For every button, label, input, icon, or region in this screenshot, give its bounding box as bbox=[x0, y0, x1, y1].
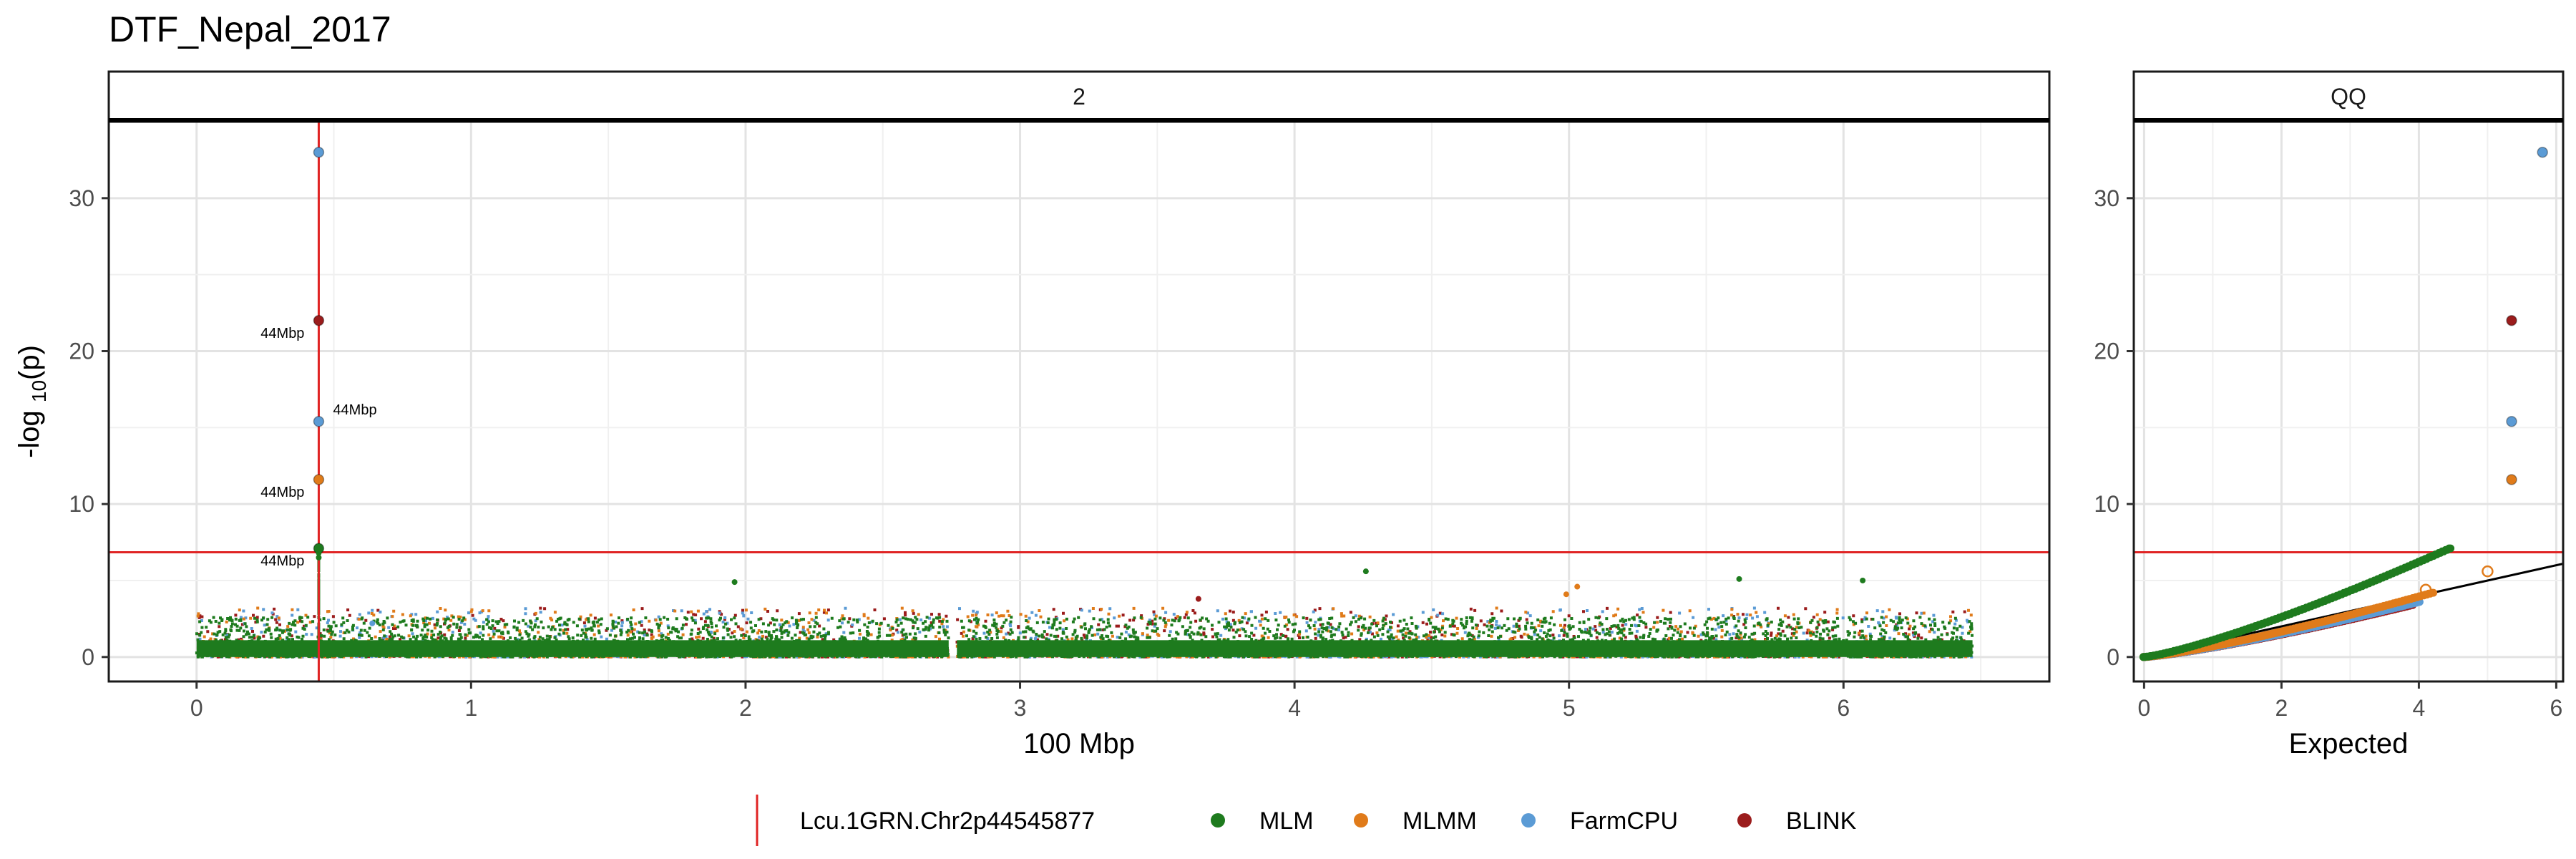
manhattan-peak-points bbox=[313, 146, 1866, 626]
peak-point-mlmm bbox=[1563, 591, 1569, 598]
manhattan-strip-label: 2 bbox=[1073, 84, 1085, 110]
manhattan-x-axis: 0 1 2 3 4 5 6 bbox=[190, 681, 1850, 721]
qq-point-farmcpu bbox=[2506, 416, 2517, 427]
qq-gridlines bbox=[2134, 121, 2563, 681]
qq-strip bbox=[2132, 70, 2565, 123]
manhattan-plot-area bbox=[109, 122, 2049, 681]
peak-point-mlmm bbox=[1574, 583, 1581, 590]
manhattan-background-points bbox=[195, 558, 1974, 659]
x-tick-label: 2 bbox=[739, 695, 752, 721]
manhattan-y-axis: 0 10 20 30 bbox=[69, 185, 109, 670]
qq-curve-mlm bbox=[2139, 544, 2455, 661]
qq-strip-label: QQ bbox=[2331, 84, 2366, 110]
ylabel-part: (p) bbox=[14, 345, 45, 380]
peak-point-mlm bbox=[316, 554, 322, 560]
y-tick-label: 20 bbox=[2094, 338, 2119, 364]
qq-point-farmcpu bbox=[2537, 146, 2548, 158]
peak-point-mlm bbox=[1736, 576, 1742, 582]
ylabel-subscript: 10 bbox=[28, 380, 50, 402]
background-band bbox=[196, 640, 949, 657]
legend-key-blink bbox=[1737, 813, 1752, 828]
qq-point-mlmm bbox=[2482, 565, 2494, 578]
y-tick-label: 0 bbox=[2107, 644, 2119, 670]
peak-label: 44Mbp bbox=[260, 553, 304, 569]
qq-y-axis: 0 10 20 30 bbox=[2094, 185, 2134, 670]
ylabel-part: -log bbox=[14, 402, 45, 458]
x-tick-label: 6 bbox=[1837, 695, 1850, 721]
manhattan-reference-lines bbox=[109, 122, 2049, 681]
peak-point-farmcpu bbox=[369, 620, 376, 626]
x-tick-label: 3 bbox=[1014, 695, 1027, 721]
peak-label: 44Mbp bbox=[260, 485, 304, 500]
qq-observed-curves bbox=[2139, 544, 2455, 661]
legend-key-mlm bbox=[1211, 813, 1225, 828]
manhattan-strip bbox=[107, 70, 2051, 123]
x-tick-label: 1 bbox=[464, 695, 477, 721]
peak-point-farmcpu bbox=[313, 146, 325, 158]
x-tick-label: 0 bbox=[190, 695, 203, 721]
legend-label-blink: BLINK bbox=[1786, 807, 1857, 835]
legend: Lcu.1GRN.Chr2p44545877 MLM MLMM FarmCPU BLI… bbox=[756, 795, 1857, 846]
qq-panel: QQ 0 2 4 6 0 10 20 30 Expected bbox=[2094, 70, 2565, 759]
qq-x-axis: 0 2 4 6 bbox=[2138, 681, 2563, 721]
y-tick-label: 0 bbox=[82, 644, 94, 670]
peak-point-blink bbox=[1195, 596, 1201, 602]
peak-point-farmcpu bbox=[313, 416, 325, 427]
manhattan-peak-labels: 44Mbp 44Mbp 44Mbp 44Mbp bbox=[260, 326, 376, 569]
x-tick-label: 2 bbox=[2275, 695, 2288, 721]
y-tick-label: 30 bbox=[69, 185, 94, 211]
y-tick-label: 30 bbox=[2094, 185, 2119, 211]
peak-point-mlm bbox=[731, 579, 738, 586]
qq-point-blink bbox=[2506, 315, 2517, 326]
qq-point-mlmm bbox=[2506, 474, 2517, 485]
manhattan-panel: 44Mbp 44Mbp 44Mbp 44Mbp 2 0 1 2 3 4 5 6 0 10 20 30 1… bbox=[14, 70, 2051, 759]
manhattan-x-axis-title: 100 Mbp bbox=[1023, 728, 1135, 759]
peak-label: 44Mbp bbox=[260, 326, 304, 341]
legend-marker-label: Lcu.1GRN.Chr2p44545877 bbox=[800, 807, 1095, 835]
x-tick-label: 5 bbox=[1563, 695, 1576, 721]
peak-point-mlm bbox=[316, 550, 322, 556]
legend-key-mlmm bbox=[1354, 813, 1368, 828]
peak-label: 44Mbp bbox=[333, 402, 376, 418]
y-tick-label: 20 bbox=[69, 338, 94, 364]
legend-key-farmcpu bbox=[1521, 813, 1536, 828]
qq-plot-area bbox=[2134, 122, 2563, 681]
y-tick-label: 10 bbox=[2094, 491, 2119, 517]
background-band bbox=[957, 640, 1973, 657]
qq-outlier-points bbox=[2419, 146, 2548, 596]
legend-label-farmcpu: FarmCPU bbox=[1570, 807, 1678, 835]
x-tick-label: 0 bbox=[2138, 695, 2151, 721]
y-tick-label: 10 bbox=[69, 491, 94, 517]
peak-point-blink bbox=[313, 315, 325, 326]
peak-point-mlm bbox=[1860, 577, 1866, 583]
x-tick-label: 4 bbox=[1288, 695, 1301, 721]
qq-x-axis-title: Expected bbox=[2289, 728, 2409, 759]
manhattan-y-axis-title: -log 10(p) bbox=[14, 345, 50, 458]
peak-point-mlmm bbox=[313, 474, 325, 485]
chart-title: DTF_Nepal_2017 bbox=[109, 9, 391, 49]
x-tick-label: 4 bbox=[2413, 695, 2426, 721]
peak-point-mlm bbox=[1362, 568, 1369, 575]
legend-label-mlm: MLM bbox=[1259, 807, 1314, 835]
x-tick-label: 6 bbox=[2550, 695, 2563, 721]
legend-series: MLM MLMM FarmCPU BLINK bbox=[1211, 807, 1857, 835]
qq-point-mlmm bbox=[2419, 583, 2432, 596]
legend-label-mlmm: MLMM bbox=[1402, 807, 1477, 835]
